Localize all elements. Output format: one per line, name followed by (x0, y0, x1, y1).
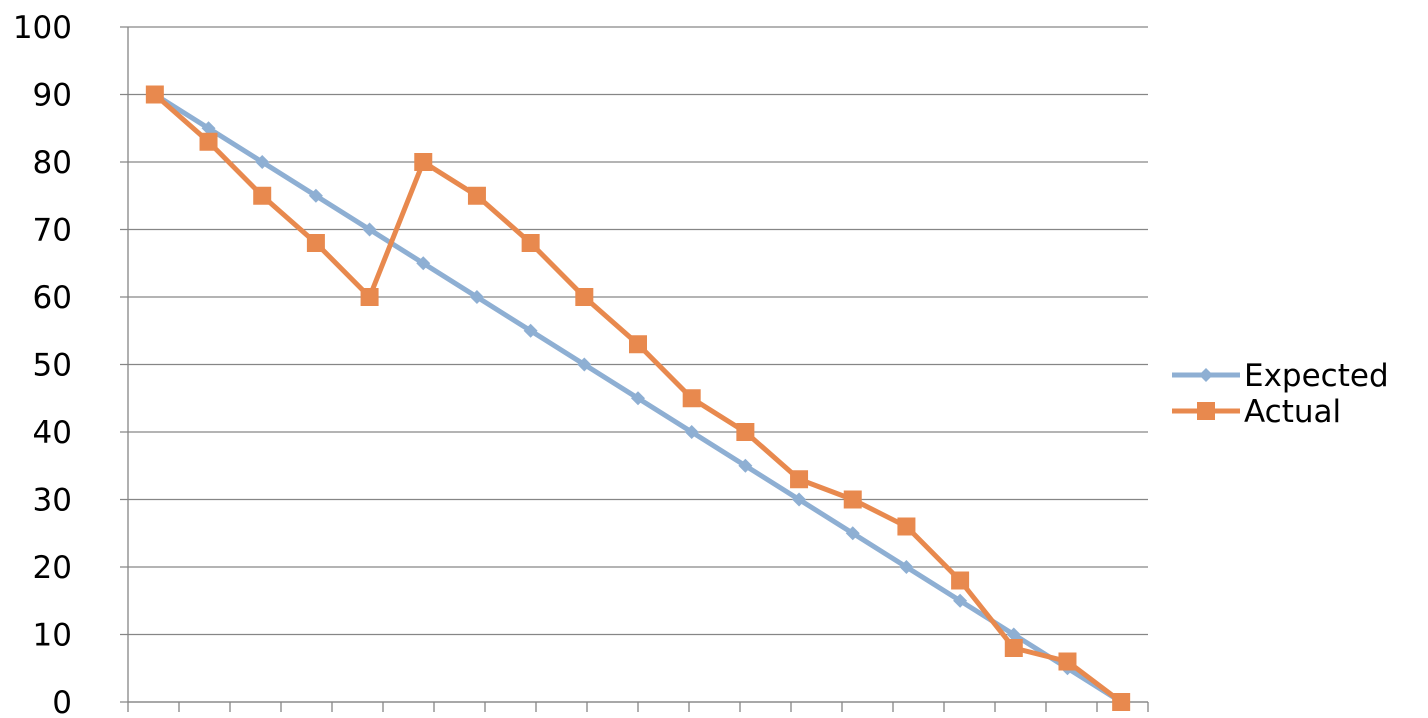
legend-marker (1197, 402, 1215, 420)
series-actual (145, 85, 1131, 711)
data-point-expected (523, 323, 538, 338)
y-tick-label: 40 (33, 415, 72, 451)
y-tick-label: 50 (33, 348, 72, 384)
data-point-actual (414, 153, 433, 171)
y-tick-label: 10 (33, 618, 72, 654)
y-tick-label: 20 (33, 550, 72, 586)
y-tick-label: 0 (52, 685, 72, 718)
legend-marker (1199, 368, 1213, 382)
data-point-expected (201, 121, 216, 136)
legend-label: Expected (1244, 358, 1389, 394)
data-point-actual (253, 186, 272, 205)
legend-entry-expected: Expected (1172, 358, 1389, 394)
data-point-actual (629, 335, 647, 354)
data-point-expected (899, 560, 914, 574)
data-point-actual (467, 186, 486, 205)
data-point-expected (631, 391, 645, 406)
data-point-actual (199, 132, 218, 151)
y-tick-label: 90 (33, 78, 72, 114)
data-point-actual (1004, 639, 1023, 657)
y-axis-tick-labels: 0 10 20 30 40 50 60 70 80 90 100 (13, 10, 72, 718)
data-series (145, 85, 1131, 711)
data-point-actual (575, 288, 594, 306)
data-point-actual (360, 288, 379, 306)
axes (127, 27, 1149, 712)
data-point-expected (255, 155, 270, 169)
series-expected (147, 87, 1129, 709)
data-point-expected (953, 593, 968, 608)
data-point-expected (1006, 627, 1021, 642)
data-point-expected (738, 458, 753, 473)
data-point-actual (897, 517, 916, 536)
data-point-actual (145, 85, 164, 104)
gridlines (120, 26, 1148, 703)
data-point-actual (790, 470, 809, 489)
y-tick-label: 100 (13, 10, 72, 46)
data-point-actual (843, 490, 862, 509)
data-point-actual (736, 423, 755, 441)
data-point-expected (362, 222, 377, 237)
y-tick-label: 70 (33, 213, 72, 249)
data-point-actual (306, 234, 325, 252)
legend-entry-actual: Actual (1172, 394, 1341, 430)
data-point-actual (1058, 652, 1077, 671)
data-point-expected (792, 492, 807, 507)
data-point-expected (308, 188, 323, 203)
data-point-expected (469, 290, 484, 304)
y-tick-label: 60 (33, 280, 72, 316)
data-point-expected (684, 425, 699, 439)
legend-label: Actual (1244, 394, 1341, 430)
data-point-expected (577, 357, 592, 372)
data-point-expected (416, 256, 431, 271)
data-point-actual (682, 389, 701, 408)
y-tick-label: 80 (33, 145, 72, 181)
data-point-actual (521, 234, 540, 252)
data-point-actual (1112, 693, 1131, 711)
data-point-actual (951, 571, 970, 590)
data-point-expected (845, 526, 860, 541)
y-tick-label: 30 (33, 483, 72, 519)
